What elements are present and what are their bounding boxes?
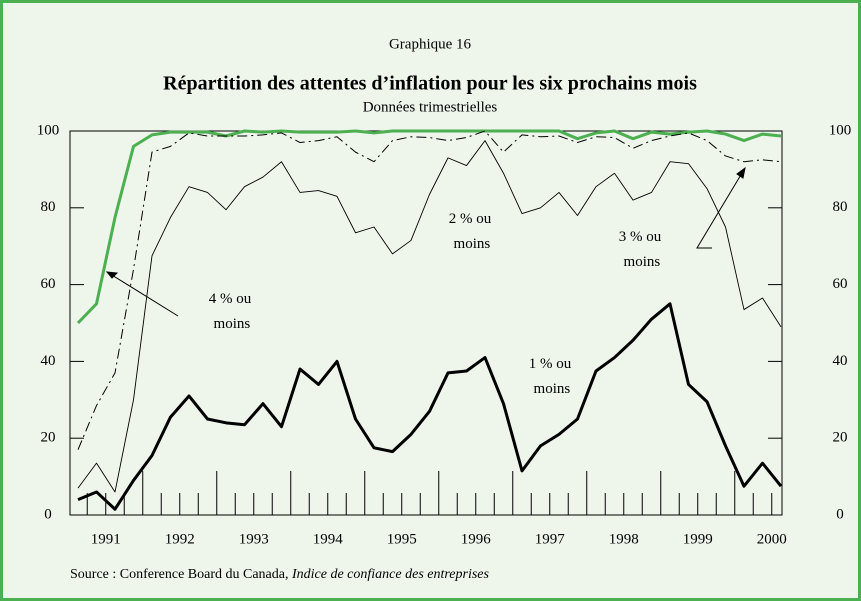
x-tick-label: 1994 bbox=[313, 531, 344, 547]
series-label: 4 % ou moins bbox=[209, 291, 252, 332]
y2-tick-label: 100 bbox=[829, 122, 852, 138]
series-label-line: 2 % ou bbox=[449, 211, 492, 227]
y2-tick-label: 20 bbox=[833, 430, 848, 446]
x-tick-label: 1992 bbox=[165, 531, 195, 547]
y2-tick-label: 0 bbox=[836, 506, 844, 522]
series-line bbox=[77, 302, 783, 511]
y2-tick-label: 40 bbox=[833, 353, 848, 369]
series-label: 3 % ou moins bbox=[619, 229, 662, 270]
series-label-line: moins bbox=[620, 254, 661, 270]
annotation-arrows bbox=[105, 166, 746, 317]
y2-tick-label: 60 bbox=[833, 276, 848, 292]
x-tick-label: 1995 bbox=[387, 531, 417, 547]
series-label-line: moins bbox=[210, 316, 251, 332]
source-text: Source : Conference Board du Canada, bbox=[70, 567, 292, 582]
y-tick-label: 40 bbox=[41, 353, 56, 369]
chart-kicker: Graphique 16 bbox=[389, 36, 472, 52]
x-tick-label: 1997 bbox=[535, 531, 566, 547]
series-label-line: 3 % ou bbox=[619, 229, 662, 245]
series-label-line: moins bbox=[450, 236, 491, 252]
source: Source : Conference Board du Canada, Ind… bbox=[70, 567, 490, 582]
series-line bbox=[77, 140, 782, 493]
y-tick-label: 100 bbox=[37, 122, 60, 138]
arrow bbox=[106, 271, 179, 317]
x-tick-label: 1993 bbox=[239, 531, 269, 547]
chart-title: Répartition des attentes d’inflation pou… bbox=[163, 73, 697, 95]
series-label-line: 1 % ou bbox=[529, 356, 572, 372]
x-tick-label: 1996 bbox=[461, 531, 492, 547]
x-tick-label: 1991 bbox=[91, 531, 121, 547]
y2-tick-label: 80 bbox=[833, 199, 848, 215]
series-line bbox=[76, 129, 782, 325]
y-tick-label: 0 bbox=[44, 506, 52, 522]
arrow-head bbox=[736, 166, 746, 179]
y-tick-label: 20 bbox=[41, 430, 56, 446]
series-label-line: 4 % ou bbox=[209, 291, 252, 307]
x-tick-label: 2000 bbox=[757, 531, 787, 547]
arrow-head bbox=[105, 271, 119, 279]
y-tick-label: 60 bbox=[41, 276, 56, 292]
series-label: 2 % ou moins bbox=[449, 211, 492, 252]
source-title: Indice de confiance des entreprises bbox=[291, 567, 490, 582]
series-label: 1 % ou moins bbox=[529, 356, 572, 397]
arrow bbox=[696, 167, 746, 249]
chart-subtitle: Données trimestrielles bbox=[363, 99, 498, 115]
y-tick-label: 80 bbox=[41, 199, 56, 215]
x-tick-label: 1999 bbox=[683, 531, 713, 547]
series-label-line: moins bbox=[530, 381, 571, 397]
x-tick-label: 1998 bbox=[609, 531, 639, 547]
